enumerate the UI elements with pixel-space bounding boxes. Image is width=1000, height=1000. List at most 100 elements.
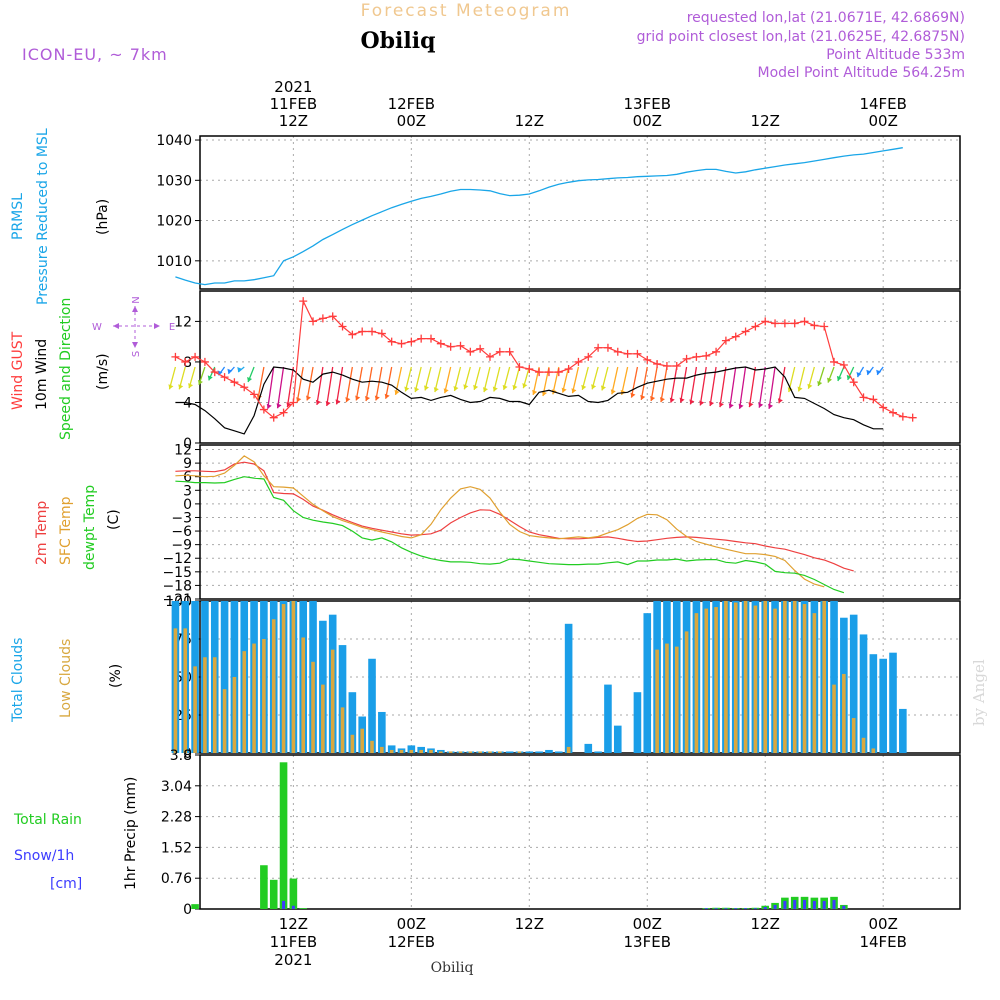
- low-cloud-bar: [783, 601, 787, 753]
- wind-direction-arrow: [385, 366, 393, 399]
- gust-marker: [653, 359, 662, 368]
- ytick-label: 3.8: [170, 748, 192, 764]
- snow-bar: [282, 900, 286, 909]
- gust-marker: [181, 357, 190, 366]
- total-cloud-bar: [417, 746, 425, 753]
- snow-bar: [822, 900, 826, 909]
- snow-bar: [783, 900, 787, 909]
- low-cloud-bar: [724, 601, 728, 753]
- bottom-tick-date: 12FEB: [388, 933, 435, 951]
- top-tick-year: 2021: [274, 78, 312, 96]
- gust-marker: [476, 344, 485, 353]
- snow-bar: [793, 900, 797, 909]
- gust-marker: [495, 347, 504, 356]
- snow-bar: [763, 906, 767, 909]
- low-cloud-bar: [714, 607, 718, 753]
- model-label: ICON-EU, ~ 7km: [22, 45, 168, 64]
- total-cloud-bar: [604, 684, 612, 753]
- gust-marker: [859, 393, 868, 402]
- low-cloud-bar: [183, 628, 188, 753]
- wind-direction-arrow: [738, 366, 747, 409]
- total-cloud-bar: [633, 692, 642, 753]
- gust-marker: [889, 408, 898, 417]
- ytick-label: 1030: [156, 173, 192, 189]
- wind-arrowhead: [286, 402, 292, 408]
- low-cloud-bar: [684, 631, 689, 753]
- gust-marker: [908, 413, 917, 422]
- gust-marker: [633, 349, 642, 358]
- wind-arrowhead: [856, 372, 862, 378]
- gust-marker: [702, 351, 711, 360]
- top-tick-hour: 00Z: [868, 112, 897, 130]
- wind-arrowhead: [728, 403, 734, 409]
- wind-arrowhead: [650, 395, 656, 401]
- clouds-panel: 0255075100: [165, 594, 961, 762]
- gust-marker: [554, 368, 563, 377]
- low-cloud-bar: [252, 643, 256, 753]
- wind-direction-arrow: [719, 366, 727, 408]
- wind-direction-arrow: [778, 366, 786, 404]
- wind-arrowhead: [414, 387, 420, 393]
- total-cloud-bar: [545, 749, 553, 753]
- location-title: Obiliq: [360, 28, 435, 54]
- wind-direction-label: Speed and Direction: [58, 298, 74, 440]
- total-cloud-bar: [869, 654, 878, 753]
- precip-ylabel: 1hr Precip (mm): [123, 777, 139, 890]
- total-cloud-bar: [859, 634, 868, 753]
- watermark: by Angel: [970, 659, 988, 726]
- low-cloud-bar: [242, 651, 247, 753]
- rain-bar: [289, 878, 298, 909]
- wind-direction-arrow: [257, 366, 265, 400]
- gust-marker: [407, 337, 416, 346]
- gust-marker: [761, 317, 770, 326]
- wind-arrowhead: [443, 388, 449, 394]
- wind-arrowhead: [384, 393, 390, 399]
- ytick-label: 1020: [156, 214, 192, 230]
- gust-marker: [672, 361, 681, 370]
- ytick-label: −15: [162, 565, 192, 581]
- bottom-tick-date: 14FEB: [859, 933, 906, 951]
- wind-gust-label: Wind GUST: [10, 331, 26, 410]
- wind-arrowhead: [709, 401, 715, 407]
- wind-arrowhead: [561, 387, 567, 393]
- gust-marker: [289, 398, 298, 407]
- gust-marker: [721, 336, 730, 345]
- wind-arrowhead: [787, 387, 793, 393]
- total-cloud-bar: [879, 658, 887, 753]
- wind-arrowhead: [679, 397, 685, 403]
- panel-frame: [199, 600, 961, 754]
- ytick-label: 2.28: [161, 810, 192, 826]
- snow-bar: [724, 908, 728, 909]
- low-cloud-bar: [291, 601, 296, 753]
- wind-arrowhead: [718, 402, 724, 408]
- bottom-tick-hour: 00Z: [397, 915, 426, 933]
- gust-marker: [623, 349, 632, 358]
- wind-direction-arrow: [316, 366, 324, 406]
- low-cloud-bar: [429, 749, 433, 753]
- top-tick-hour: 12Z: [515, 112, 544, 130]
- wind-arrowhead: [581, 384, 587, 390]
- total-cloud-bar: [387, 745, 396, 753]
- total-cloud-bar: [564, 623, 573, 753]
- low-cloud-bar: [203, 657, 207, 753]
- low-cloud-bar: [792, 601, 797, 753]
- bottom-tick-hour: 12Z: [751, 915, 780, 933]
- wind-arrowhead: [591, 384, 597, 390]
- wind-arrowhead: [335, 399, 341, 405]
- total-cloud-bar: [594, 751, 602, 753]
- compass-w-label: W: [92, 322, 102, 333]
- wind-direction-arrow: [660, 366, 668, 403]
- wind-direction-arrow: [748, 366, 757, 408]
- gust-marker: [810, 321, 819, 330]
- low-cloud-bar: [439, 751, 443, 753]
- gust-marker: [446, 342, 455, 351]
- top-tick-date: 11FEB: [270, 95, 317, 113]
- low-cloud-bar: [566, 746, 571, 753]
- low-cloud-bar: [478, 751, 482, 753]
- main-title: Forecast Meteogram: [361, 1, 572, 21]
- wind-direction-arrow: [296, 366, 304, 403]
- top-tick-hour: 12Z: [279, 112, 308, 130]
- wind-arrowhead: [197, 379, 203, 385]
